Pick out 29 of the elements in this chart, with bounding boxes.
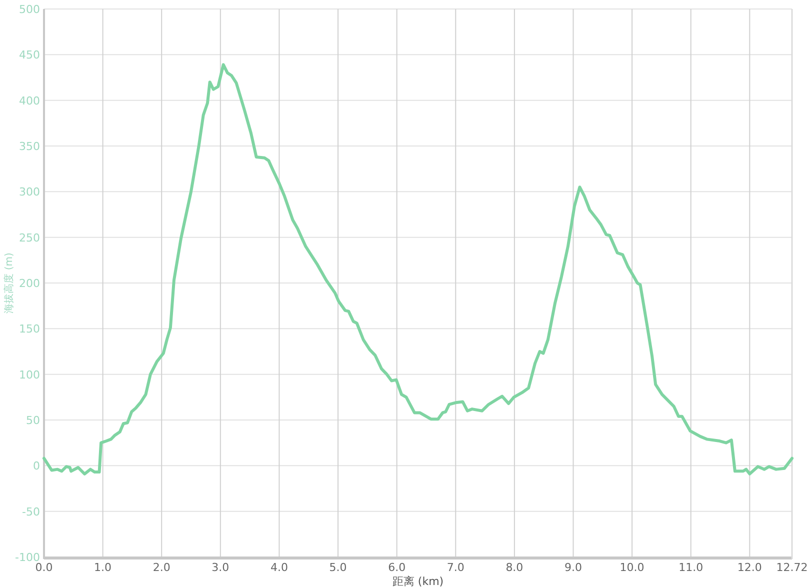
xtick: 6.0 — [388, 561, 406, 574]
ytick: 350 — [19, 140, 40, 153]
ytick: 500 — [19, 3, 40, 16]
xtick: 10.0 — [620, 561, 644, 574]
xtick: 2.0 — [152, 561, 170, 574]
xlabel: 距离 (km) — [392, 575, 444, 588]
ytick: 0 — [33, 460, 40, 473]
xtick: 11.0 — [678, 561, 704, 574]
xtick: 7.0 — [446, 561, 464, 574]
ytick: 400 — [19, 94, 40, 108]
xtick: 3.0 — [212, 561, 230, 574]
xtick: 9.0 — [564, 561, 582, 574]
ylabel: 海拔高度 (m) — [4, 252, 15, 314]
ytick: 150 — [19, 322, 40, 336]
ytick: 200 — [19, 277, 40, 290]
xtick: 8.0 — [506, 561, 524, 574]
xtick: 4.0 — [270, 561, 288, 574]
ytick: -100 — [15, 551, 40, 564]
ytick: 450 — [19, 48, 40, 62]
xtick: 1.0 — [94, 561, 112, 574]
xtick: 5.0 — [329, 561, 347, 574]
ytick: 250 — [19, 231, 40, 244]
ytick: 50 — [26, 414, 40, 427]
xtick: 12.72 — [776, 561, 808, 574]
ytick: 300 — [19, 186, 40, 199]
xtick: 12.0 — [737, 561, 762, 574]
ytick: 100 — [19, 368, 40, 382]
ytick: -50 — [22, 505, 40, 518]
xtick: 0.0 — [35, 561, 53, 574]
